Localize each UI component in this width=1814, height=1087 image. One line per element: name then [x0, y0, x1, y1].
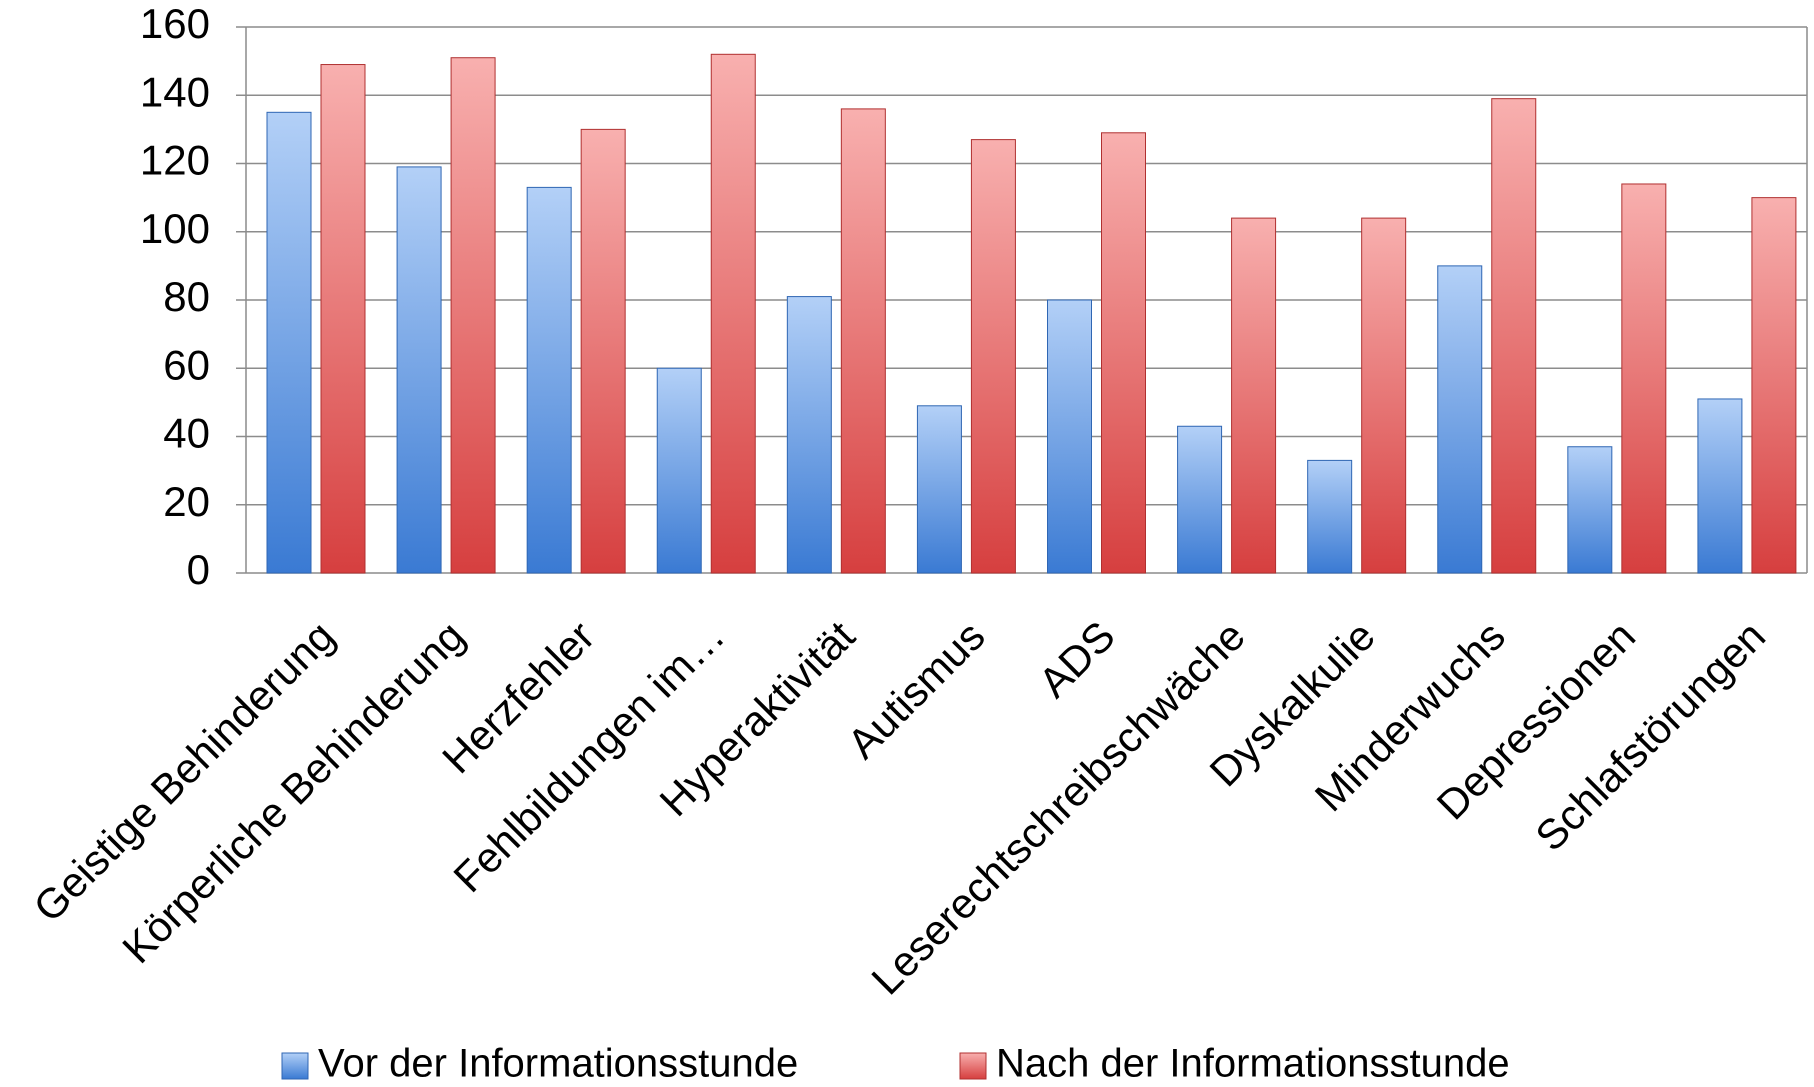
bar: [1177, 425, 1223, 574]
bar: [1567, 446, 1613, 574]
y-tick-label: 140: [140, 68, 210, 115]
bar: [266, 111, 312, 574]
bar: [320, 64, 366, 574]
bar: [1047, 299, 1092, 574]
bar: [1231, 217, 1277, 574]
bar: [1491, 98, 1537, 574]
bar: [450, 57, 496, 574]
y-tick-label: 100: [140, 205, 210, 252]
legend-swatch: [281, 1052, 309, 1080]
bar: [656, 367, 702, 574]
legend-swatch: [959, 1052, 987, 1080]
x-tick-label: Autismus: [838, 612, 993, 767]
bar: [840, 108, 886, 574]
x-tick-label: Schlafstörungen: [1526, 612, 1774, 860]
y-tick-label: 40: [163, 410, 210, 457]
bar: [1697, 398, 1743, 574]
y-tick-label: 0: [187, 546, 210, 593]
y-tick-label: 60: [163, 341, 210, 388]
legend-label: Nach der Informationsstunde: [996, 1042, 1510, 1086]
bar: [526, 186, 572, 574]
bar: [1361, 217, 1407, 574]
bar: [970, 139, 1016, 574]
x-tick-label: ADS: [1029, 612, 1123, 706]
y-tick-label: 160: [140, 0, 210, 47]
bar: [710, 53, 756, 574]
bar: [916, 405, 962, 574]
bar: [1437, 265, 1483, 574]
bar: [1751, 197, 1797, 574]
bar: [1307, 459, 1353, 574]
bar: [786, 296, 832, 574]
bar: [1621, 183, 1667, 574]
y-tick-label: 80: [163, 273, 210, 320]
y-tick-label: 120: [140, 137, 210, 184]
bar: [1101, 132, 1146, 574]
bar: [396, 166, 442, 574]
legend-label: Vor der Informationsstunde: [318, 1042, 798, 1086]
y-tick-label: 20: [163, 478, 210, 525]
bar: [580, 128, 626, 574]
